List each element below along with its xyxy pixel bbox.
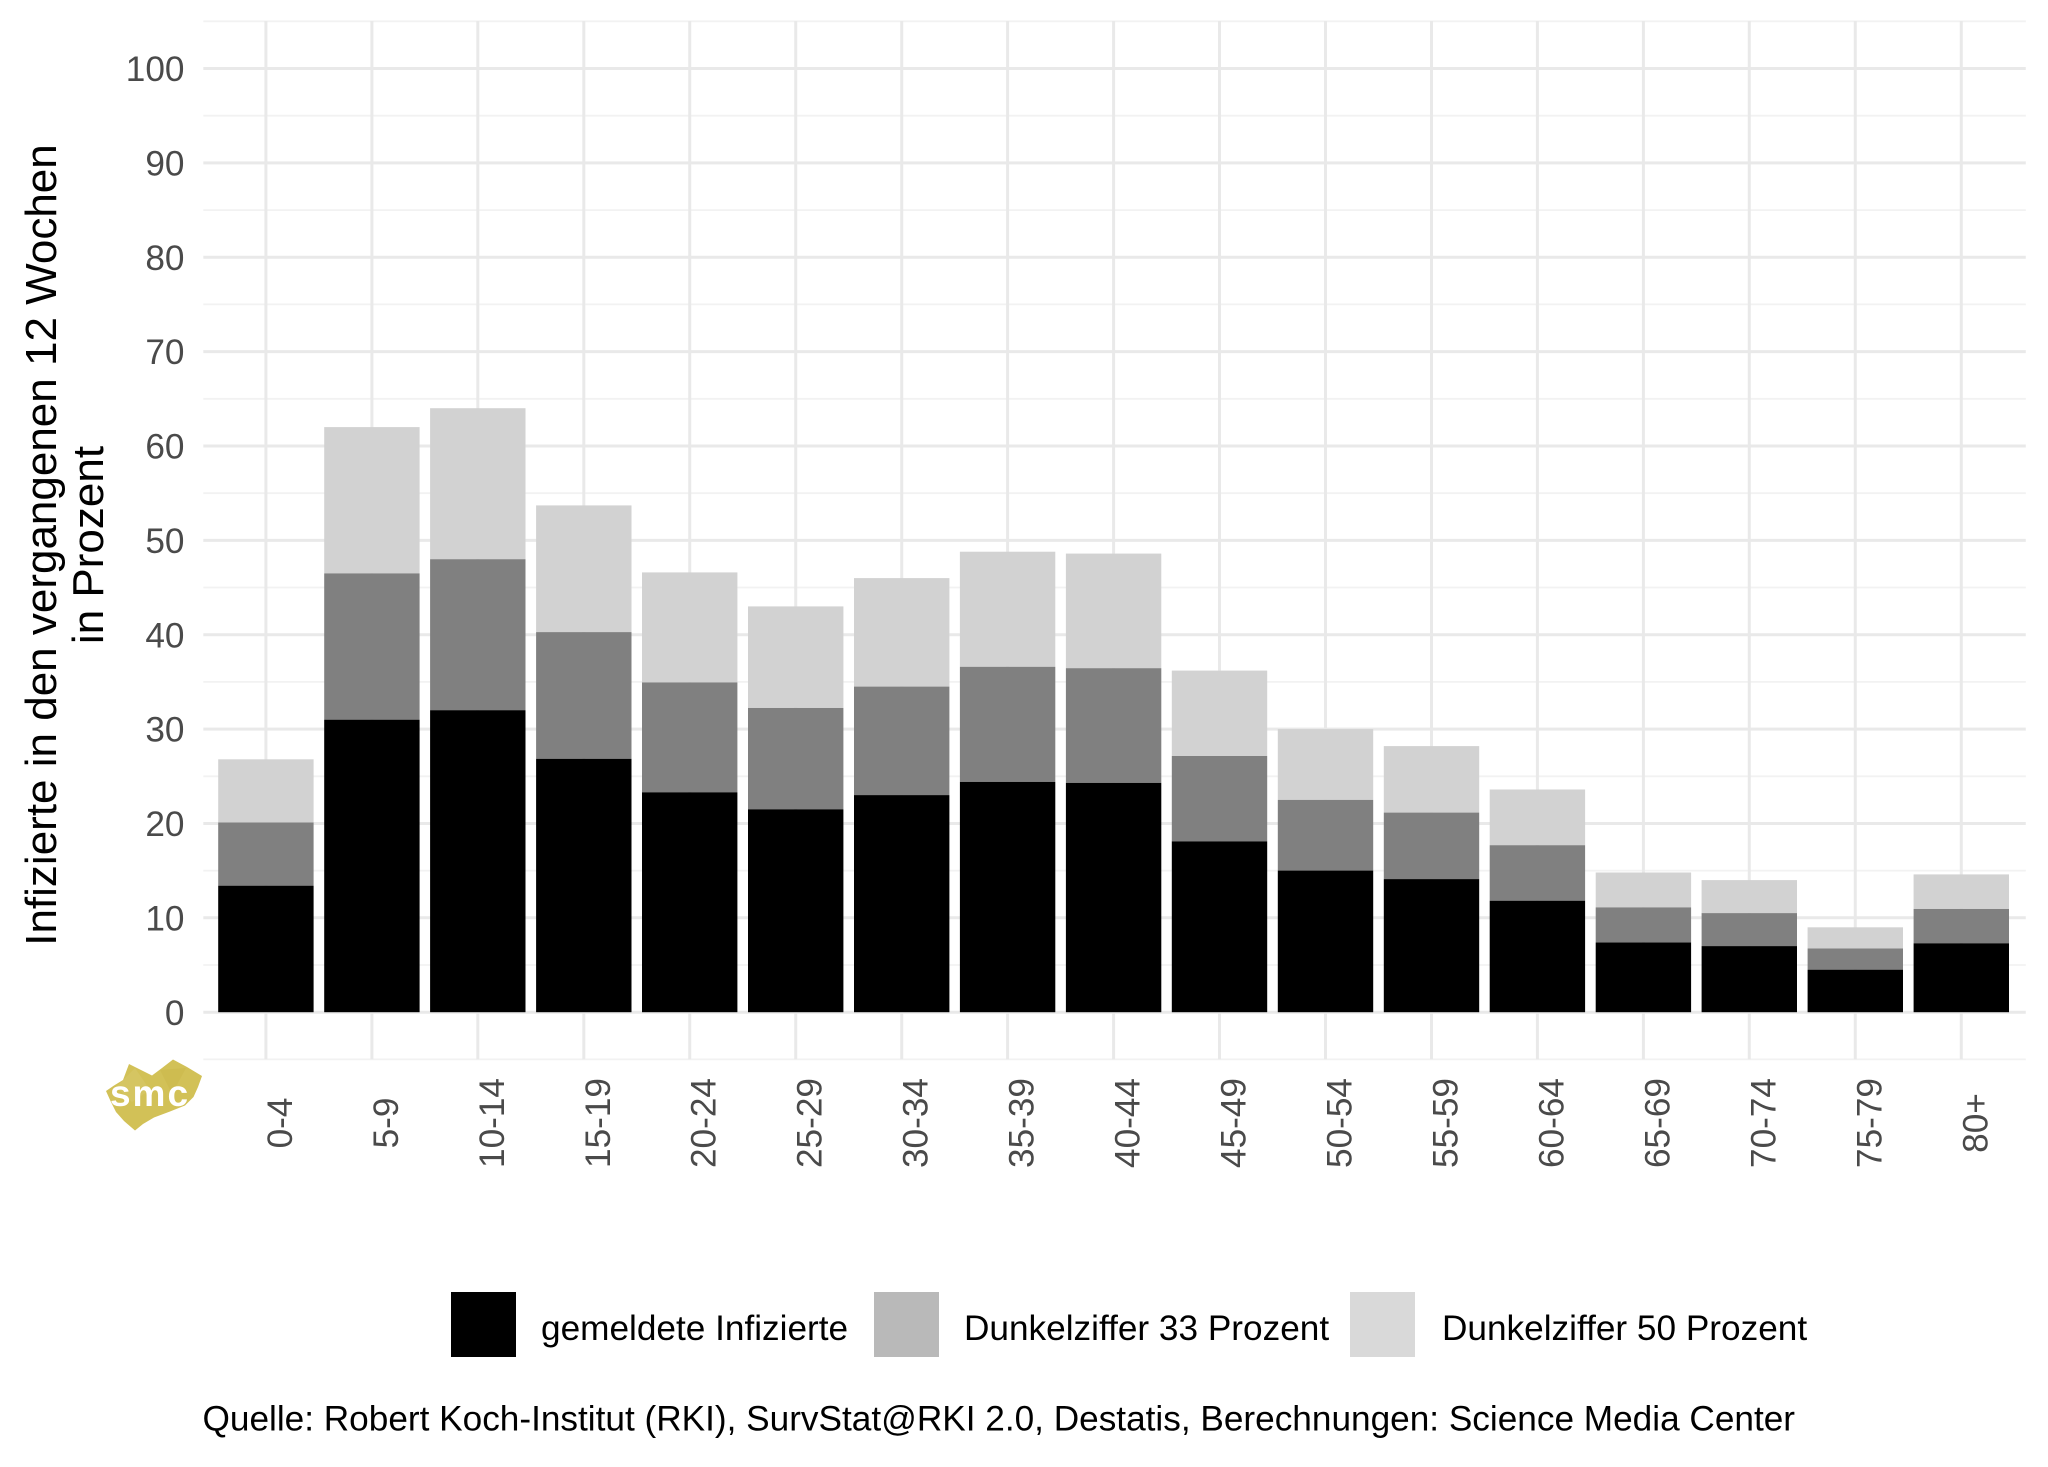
svg-text:75-79: 75-79 <box>1850 1078 1889 1168</box>
svg-text:smc: smc <box>110 1073 190 1114</box>
svg-text:20-24: 20-24 <box>685 1078 724 1168</box>
svg-text:in Prozent: in Prozent <box>64 446 113 644</box>
svg-text:45-49: 45-49 <box>1215 1078 1254 1168</box>
svg-text:70-74: 70-74 <box>1744 1078 1783 1168</box>
svg-text:80: 80 <box>145 239 184 278</box>
svg-text:50: 50 <box>145 522 184 561</box>
svg-text:50-54: 50-54 <box>1321 1078 1360 1168</box>
svg-text:35-39: 35-39 <box>1003 1078 1042 1168</box>
svg-text:25-29: 25-29 <box>791 1078 830 1168</box>
svg-text:0-4: 0-4 <box>261 1098 300 1149</box>
svg-text:10: 10 <box>145 899 184 938</box>
svg-text:55-59: 55-59 <box>1427 1078 1466 1168</box>
svg-text:80+: 80+ <box>1956 1093 1995 1153</box>
svg-text:20: 20 <box>145 805 184 844</box>
svg-text:90: 90 <box>145 145 184 184</box>
svg-text:40-44: 40-44 <box>1109 1078 1148 1168</box>
svg-text:60: 60 <box>145 428 184 467</box>
svg-text:Infizierte in den vergangenen: Infizierte in den vergangenen 12 Wochen <box>17 144 66 946</box>
svg-text:65-69: 65-69 <box>1638 1078 1677 1168</box>
svg-text:60-64: 60-64 <box>1532 1078 1571 1168</box>
svg-text:0: 0 <box>165 994 185 1033</box>
svg-text:30-34: 30-34 <box>897 1078 936 1168</box>
svg-text:30: 30 <box>145 711 184 750</box>
svg-text:gemeldete Infizierte: gemeldete Infizierte <box>541 1309 848 1348</box>
svg-text:5-9: 5-9 <box>367 1098 406 1149</box>
svg-text:40: 40 <box>145 616 184 655</box>
svg-text:Dunkelziffer 33 Prozent: Dunkelziffer 33 Prozent <box>964 1309 1329 1348</box>
svg-text:Quelle: Robert Koch-Institut (: Quelle: Robert Koch-Institut (RKI), Surv… <box>203 1400 1796 1439</box>
svg-text:Dunkelziffer 50 Prozent: Dunkelziffer 50 Prozent <box>1442 1309 1807 1348</box>
svg-text:10-14: 10-14 <box>473 1078 512 1168</box>
svg-text:100: 100 <box>126 50 185 89</box>
svg-text:15-19: 15-19 <box>579 1078 618 1168</box>
svg-text:70: 70 <box>145 333 184 372</box>
